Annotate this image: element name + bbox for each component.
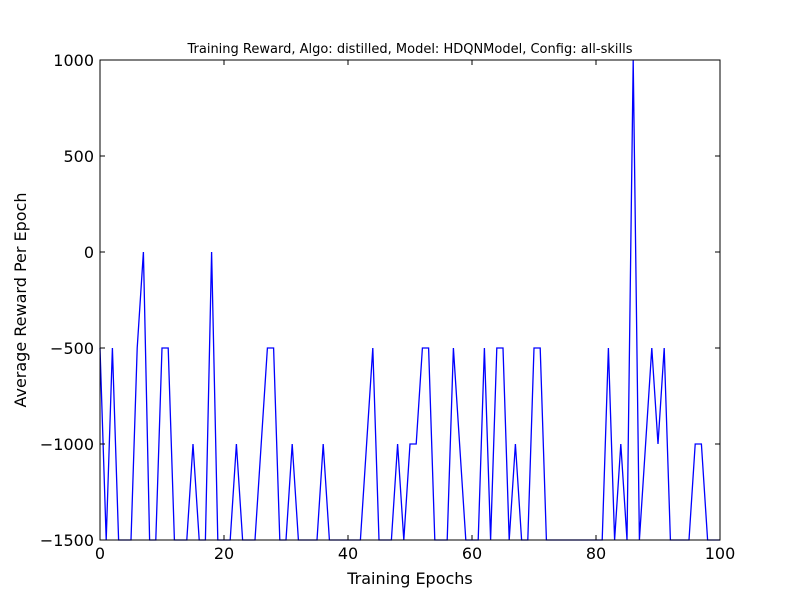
y-tick-label: −500: [50, 339, 94, 358]
x-axis-label: Training Epochs: [346, 569, 473, 588]
chart-title: Training Reward, Algo: distilled, Model:…: [186, 42, 632, 57]
x-tick-label: 100: [705, 544, 736, 563]
y-tick-label: −1000: [40, 435, 94, 454]
y-axis-label: Average Reward Per Epoch: [11, 192, 30, 407]
x-tick-label: 60: [462, 544, 482, 563]
y-tick-label: −1500: [40, 531, 94, 550]
x-tick-label: 20: [214, 544, 234, 563]
plot-frame: [99, 59, 721, 541]
y-tick-label: 0: [84, 243, 94, 262]
y-tick-label: 1000: [53, 51, 94, 70]
x-tick-label: 40: [338, 544, 358, 563]
y-tick-label: 500: [63, 147, 94, 166]
x-tick-label: 0: [95, 544, 105, 563]
x-tick-label: 80: [586, 544, 606, 563]
plot-area: [100, 60, 720, 540]
